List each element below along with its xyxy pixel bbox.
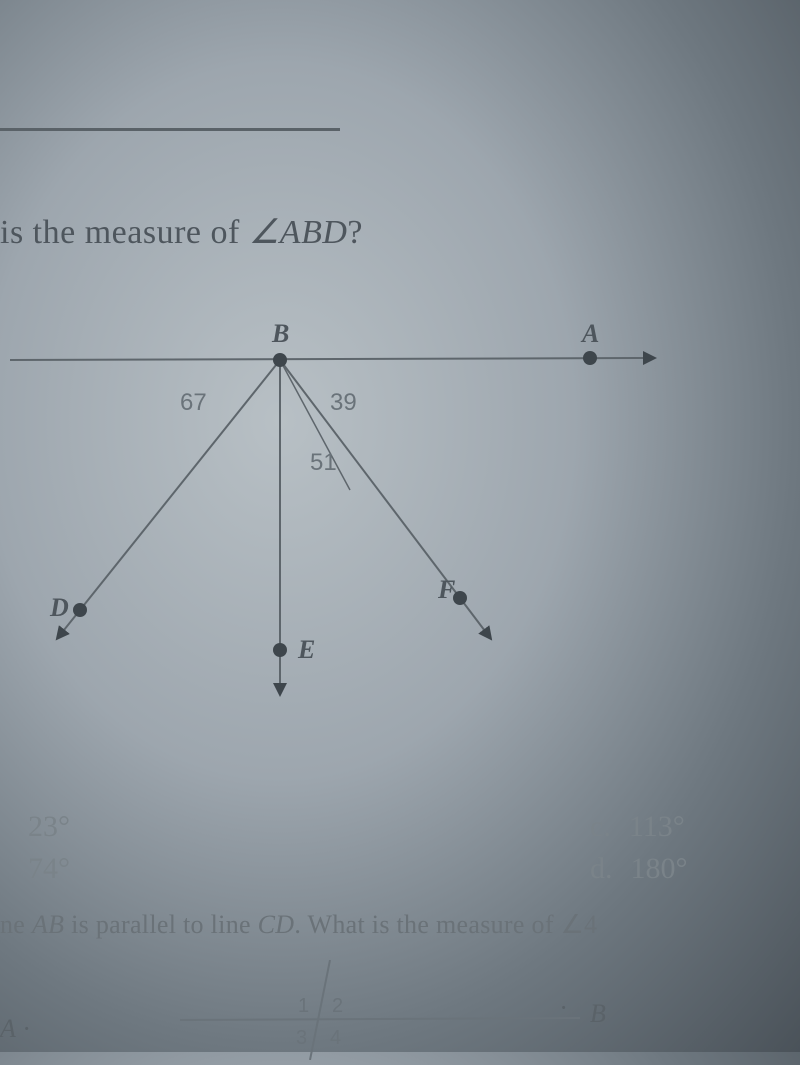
mini-label-a-outside: A ·: [0, 1014, 31, 1044]
label-d: D: [49, 593, 69, 622]
question-suffix: ?: [347, 214, 363, 251]
q2-seg2: CD: [258, 910, 295, 939]
mini-label-b: B: [590, 999, 606, 1028]
answer-row-1: 23° c. 113°: [10, 810, 790, 844]
parallel-lines-diagram: 1 2 3 4 A · B: [120, 960, 680, 1060]
label-e: E: [297, 635, 315, 664]
point-a-dot: [583, 351, 597, 365]
q2-prefix: ne: [0, 910, 32, 939]
question-prefix: is the measure of: [0, 214, 249, 251]
answer-a: 23°: [10, 810, 210, 844]
point-e-dot: [273, 643, 287, 657]
answer-c-value: 113°: [629, 810, 685, 843]
angle-symbol: ∠: [249, 214, 280, 251]
mini-n3: 3: [296, 1027, 307, 1049]
label-f: F: [437, 575, 455, 604]
angle-67: 67: [180, 389, 207, 416]
answer-c-letter: c.: [590, 810, 611, 843]
mini-n4: 4: [330, 1027, 341, 1049]
answer-choices: 23° c. 113° 74° d. 180°: [10, 810, 790, 894]
label-a: A: [580, 319, 599, 348]
divider-line: [0, 128, 340, 131]
angle-name: ABD: [280, 214, 348, 251]
answer-d: d. 180°: [590, 852, 790, 886]
question2-text: ne AB is parallel to line CD. What is th…: [0, 910, 598, 940]
line-ba: [10, 358, 650, 360]
point-d-dot: [73, 603, 87, 617]
q2-suffix: . What is the measure of ∠4: [294, 910, 597, 939]
q2-seg1: AB: [32, 910, 64, 939]
mini-n2: 2: [332, 995, 343, 1017]
answer-b-value: 74°: [28, 852, 70, 885]
angle-51: 51: [310, 449, 337, 476]
mini-dot: ·: [560, 993, 567, 1022]
question-text: is the measure of ∠ABD?: [0, 212, 363, 252]
point-b-dot: [273, 353, 287, 367]
ray-bd: [60, 360, 280, 635]
answer-d-letter: d.: [590, 852, 613, 885]
answer-a-value: 23°: [28, 810, 70, 843]
answer-c: c. 113°: [590, 810, 790, 844]
label-b: B: [271, 319, 289, 348]
q2-mid: is parallel to line: [64, 910, 257, 939]
answer-b: 74°: [10, 852, 210, 886]
mini-line-ab: [180, 1018, 580, 1020]
angle-diagram: B A D E F 67 39 51: [10, 290, 690, 730]
angle-39: 39: [330, 389, 357, 416]
mini-n1: 1: [298, 995, 309, 1017]
answer-row-2: 74° d. 180°: [10, 852, 790, 886]
mini-transversal: [310, 960, 330, 1060]
answer-d-value: 180°: [631, 852, 688, 885]
